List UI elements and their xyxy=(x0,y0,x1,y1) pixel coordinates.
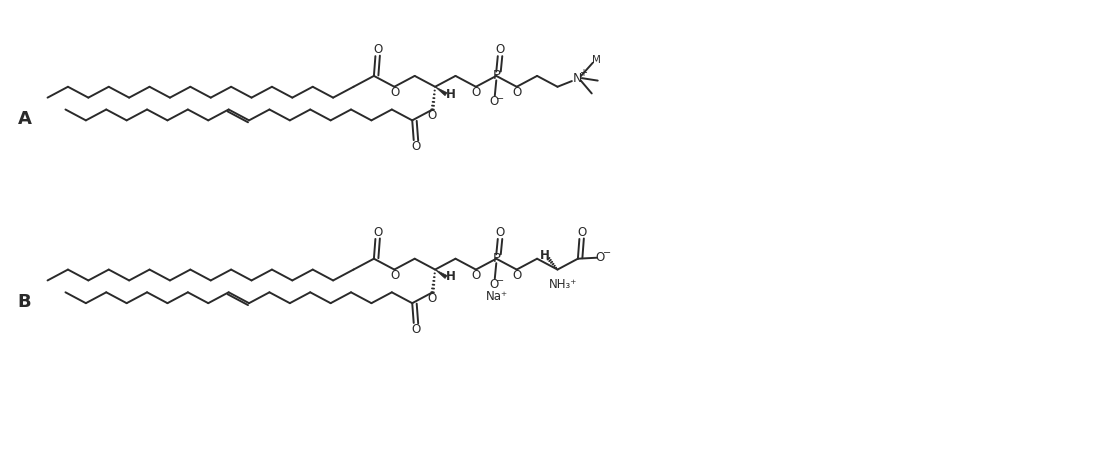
Text: O: O xyxy=(390,269,400,282)
Text: H: H xyxy=(540,249,550,262)
Text: O: O xyxy=(472,269,481,282)
Text: NH₃⁺: NH₃⁺ xyxy=(549,278,578,291)
Text: O: O xyxy=(373,43,382,56)
Text: B: B xyxy=(18,293,31,311)
Text: O: O xyxy=(428,292,437,305)
Polygon shape xyxy=(436,87,447,95)
Text: O: O xyxy=(512,269,522,282)
Text: O: O xyxy=(489,95,499,108)
Polygon shape xyxy=(436,270,447,278)
Text: O: O xyxy=(373,226,382,239)
Text: −: − xyxy=(496,94,504,103)
Text: A: A xyxy=(18,110,31,128)
Text: P: P xyxy=(492,252,500,265)
Text: −: − xyxy=(496,277,504,286)
Text: H: H xyxy=(446,271,456,284)
Text: Na⁺: Na⁺ xyxy=(486,290,508,303)
Text: O: O xyxy=(411,323,421,336)
Text: −: − xyxy=(602,248,611,258)
Text: M: M xyxy=(592,55,601,65)
Text: O: O xyxy=(472,87,481,99)
Text: H: H xyxy=(446,88,456,101)
Text: O: O xyxy=(512,87,522,99)
Text: O: O xyxy=(577,226,587,239)
Text: O: O xyxy=(428,110,437,123)
Text: O: O xyxy=(411,140,421,153)
Text: P: P xyxy=(492,69,500,82)
Text: O: O xyxy=(496,43,504,56)
Text: O: O xyxy=(390,86,400,99)
Text: +: + xyxy=(579,68,588,79)
Text: O: O xyxy=(595,251,604,264)
Text: O: O xyxy=(489,278,499,291)
Text: N: N xyxy=(573,72,582,85)
Text: O: O xyxy=(496,226,504,239)
